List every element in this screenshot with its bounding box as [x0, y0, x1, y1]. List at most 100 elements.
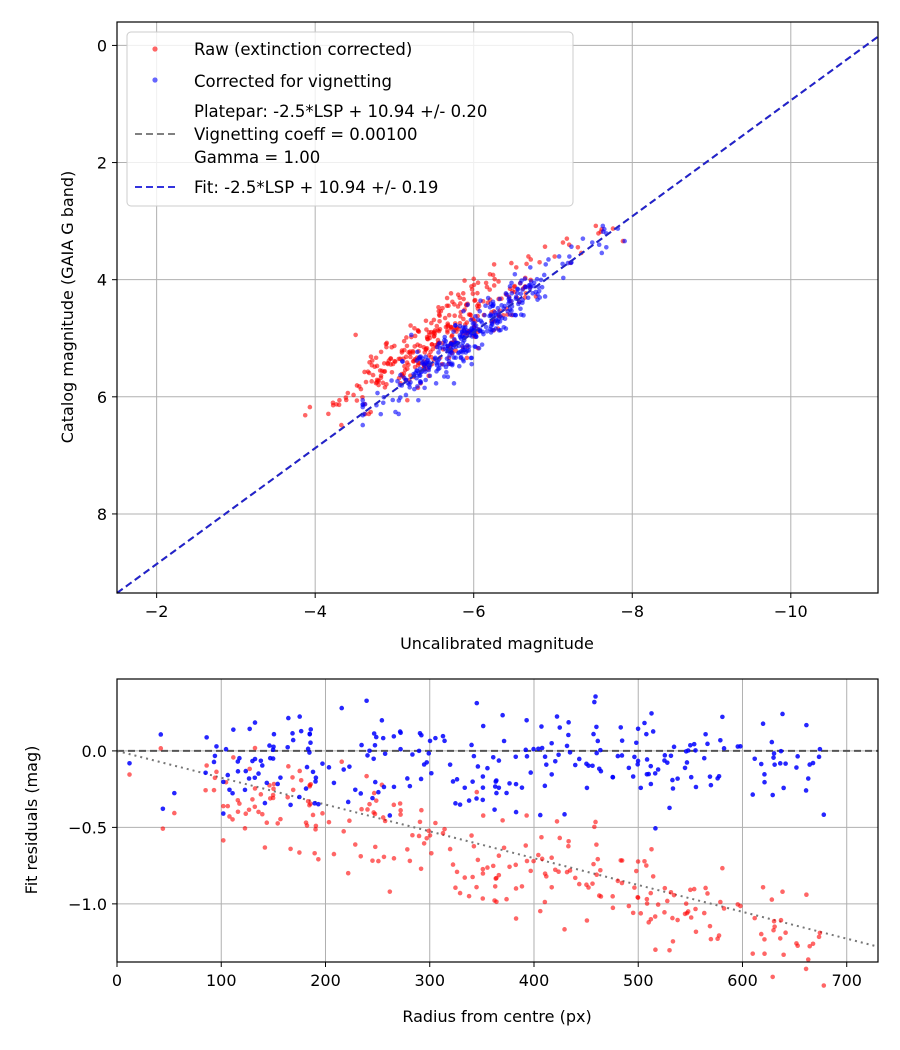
- corrected-residual-point: [372, 742, 378, 748]
- raw-residual-point: [562, 927, 567, 932]
- raw-residual-point: [821, 983, 827, 988]
- corrected-point: [422, 385, 427, 391]
- corrected-residual-point: [297, 794, 302, 800]
- corrected-residual-point: [649, 711, 654, 716]
- corrected-residual-point: [655, 767, 661, 772]
- corrected-residual-point: [584, 785, 590, 791]
- raw-point: [564, 236, 570, 241]
- corrected-residual-point: [566, 732, 571, 738]
- corrected-point: [477, 327, 483, 332]
- corrected-residual-point: [457, 802, 463, 807]
- corrected-residual-point: [381, 784, 387, 790]
- corrected-point: [599, 250, 605, 256]
- raw-point: [428, 349, 433, 355]
- raw-residual-point: [246, 807, 252, 813]
- corrected-residual-point: [242, 787, 248, 793]
- raw-residual-point: [331, 851, 337, 857]
- raw-residual-point: [485, 865, 490, 870]
- corrected-point: [444, 356, 450, 361]
- raw-point: [429, 342, 435, 347]
- raw-residual-point: [735, 902, 741, 907]
- raw-residual-point: [275, 821, 280, 826]
- raw-point: [378, 375, 384, 381]
- corrected-residual-point: [780, 711, 785, 717]
- corrected-residual-point: [496, 758, 502, 763]
- raw-point: [406, 350, 411, 355]
- corrected-point: [414, 349, 420, 355]
- raw-residual-point: [771, 927, 776, 933]
- raw-residual-point: [370, 858, 375, 863]
- corrected-point: [423, 354, 428, 360]
- raw-point: [378, 349, 384, 355]
- corrected-point: [462, 326, 467, 331]
- raw-residual-point: [492, 898, 497, 903]
- corrected-residual-point: [440, 733, 446, 739]
- corrected-residual-point: [474, 700, 480, 706]
- top-x-tick-label: −2: [145, 602, 169, 621]
- raw-residual-point: [214, 769, 219, 775]
- top-fit-lines: [116, 35, 879, 594]
- corrected-residual-point: [675, 776, 680, 781]
- raw-point: [362, 369, 367, 375]
- corrected-residual-point: [513, 781, 519, 787]
- raw-residual-point: [662, 885, 668, 891]
- corrected-residual-point: [591, 731, 596, 737]
- corrected-point: [507, 312, 513, 317]
- raw-residual-point: [642, 859, 647, 864]
- raw-residual-point: [595, 856, 601, 862]
- corrected-residual-point: [500, 712, 505, 718]
- corrected-residual-point: [243, 768, 249, 774]
- raw-residual-point: [626, 903, 632, 909]
- corrected-point: [398, 372, 403, 378]
- corrected-residual-point: [288, 802, 293, 808]
- raw-point: [415, 342, 420, 347]
- corrected-residual-point: [576, 756, 582, 762]
- raw-residual-point: [703, 885, 708, 891]
- corrected-point: [530, 291, 536, 296]
- raw-residual-point: [778, 917, 784, 923]
- raw-residual-point: [804, 892, 809, 897]
- raw-residual-point: [303, 820, 309, 825]
- raw-residual-point: [235, 797, 241, 803]
- corrected-point: [473, 332, 478, 338]
- corrected-residual-point: [382, 751, 388, 757]
- corrected-residual-point: [359, 742, 364, 748]
- raw-residual-point: [424, 835, 430, 841]
- raw-point: [443, 324, 449, 330]
- corrected-residual-point: [750, 792, 756, 797]
- raw-point: [435, 327, 441, 333]
- raw-residual-point: [513, 862, 519, 868]
- raw-residual-point: [513, 916, 519, 921]
- corrected-residual-point: [652, 771, 658, 776]
- corrected-residual-point: [519, 785, 525, 790]
- raw-point: [354, 398, 360, 403]
- corrected-point: [435, 358, 440, 364]
- raw-point: [440, 305, 445, 311]
- corrected-residual-point: [635, 758, 641, 764]
- raw-residual-point: [492, 884, 498, 889]
- corrected-residual-point: [539, 724, 544, 729]
- raw-point: [429, 320, 434, 326]
- raw-residual-point: [707, 923, 713, 929]
- raw-point: [474, 303, 480, 309]
- top-corrected-points: [360, 223, 627, 428]
- raw-point: [373, 355, 379, 361]
- corrected-residual-point: [762, 772, 767, 777]
- raw-point: [377, 368, 383, 373]
- raw-point: [330, 400, 336, 406]
- corrected-residual-point: [552, 758, 558, 764]
- raw-point: [389, 369, 395, 375]
- raw-residual-point: [554, 819, 560, 824]
- raw-point: [381, 361, 387, 366]
- raw-residual-point: [243, 811, 249, 817]
- raw-residual-point: [398, 808, 403, 813]
- raw-residual-point: [693, 906, 698, 912]
- corrected-residual-point: [771, 751, 777, 756]
- corrected-residual-point: [310, 769, 316, 775]
- raw-point: [436, 308, 442, 314]
- corrected-point: [484, 328, 490, 334]
- raw-residual-point: [352, 842, 358, 847]
- raw-point: [448, 291, 454, 296]
- corrected-point: [396, 398, 402, 403]
